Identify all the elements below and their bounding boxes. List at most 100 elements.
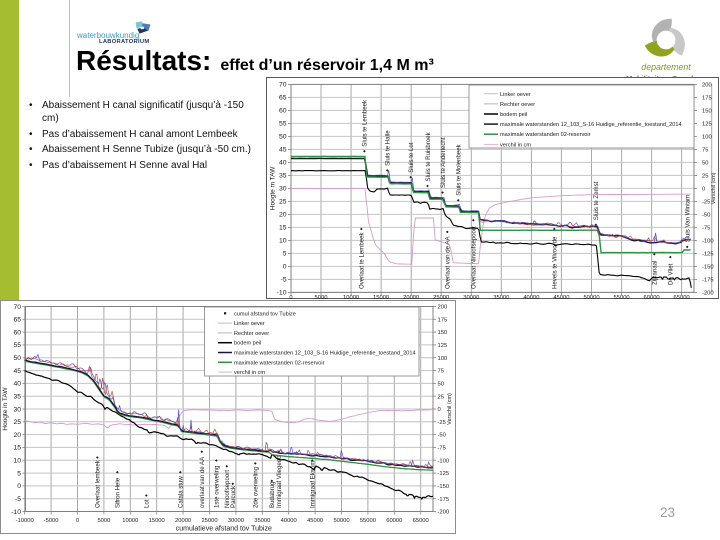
svg-text:175: 175 — [702, 96, 712, 102]
svg-text:-50: -50 — [702, 213, 710, 219]
svg-text:cumul afstand tov Tubize: cumul afstand tov Tubize — [234, 311, 296, 317]
svg-text:70: 70 — [279, 82, 287, 89]
svg-text:Hoogte in TAW: Hoogte in TAW — [2, 387, 9, 431]
svg-text:-10000: -10000 — [16, 518, 34, 524]
svg-text:175: 175 — [438, 317, 448, 323]
svg-text:55000: 55000 — [360, 518, 376, 524]
svg-text:5: 5 — [17, 470, 21, 477]
svg-text:-75: -75 — [702, 226, 710, 232]
svg-text:1ste overweling: 1ste overweling — [214, 466, 221, 508]
svg-text:Overlaat van de AA: Overlaat van de AA — [445, 236, 452, 289]
svg-text:-125: -125 — [438, 471, 450, 477]
svg-text:100: 100 — [438, 356, 448, 362]
svg-text:Parcuck: Parcuck — [230, 485, 237, 508]
svg-text:-175: -175 — [702, 278, 714, 284]
svg-text:-50: -50 — [438, 433, 446, 439]
svg-text:60: 60 — [279, 108, 287, 115]
svg-text:55: 55 — [279, 121, 287, 128]
svg-text:-150: -150 — [438, 484, 450, 490]
svg-text:-5: -5 — [15, 496, 21, 503]
svg-text:55000: 55000 — [614, 295, 630, 299]
svg-text:Overlaat Ninoofsepoort: Overlaat Ninoofsepoort — [471, 226, 478, 289]
svg-text:bodem peil: bodem peil — [500, 112, 527, 118]
svg-text:Immigraaf Vliegend: Immigraaf Vliegend — [276, 456, 283, 509]
svg-text:Sluis te Halle: Sluis te Halle — [385, 130, 392, 166]
svg-text:75: 75 — [702, 148, 708, 154]
svg-text:2de overweling: 2de overweling — [253, 467, 260, 508]
svg-text:70: 70 — [13, 304, 21, 311]
svg-text:Linker oever: Linker oever — [500, 92, 531, 98]
svg-text:60000: 60000 — [644, 295, 660, 299]
svg-text:10000: 10000 — [343, 295, 359, 299]
svg-text:Verschil (cm): Verschil (cm) — [447, 393, 453, 425]
svg-text:Sluis Van Wintam: Sluis Van Wintam — [685, 195, 692, 243]
svg-text:-200: -200 — [702, 291, 714, 297]
svg-text:40000: 40000 — [281, 518, 297, 524]
svg-text:100: 100 — [702, 135, 712, 141]
svg-text:-10: -10 — [11, 509, 21, 516]
svg-text:5000: 5000 — [315, 295, 328, 299]
svg-text:50000: 50000 — [333, 518, 349, 524]
svg-text:20: 20 — [13, 432, 21, 439]
svg-text:overlaat van de AA: overlaat van de AA — [199, 456, 206, 508]
svg-text:Overlaat lembeek: Overlaat lembeek — [95, 459, 102, 508]
svg-text:Linker oever: Linker oever — [234, 321, 265, 327]
svg-text:Hevels te Vilvoorde: Hevels te Vilvoorde — [552, 236, 559, 289]
svg-text:Sluis te Anderlecht: Sluis te Anderlecht — [440, 137, 447, 188]
svg-text:10000: 10000 — [122, 518, 138, 524]
svg-text:50: 50 — [13, 355, 21, 362]
svg-text:35000: 35000 — [254, 518, 270, 524]
svg-text:0: 0 — [283, 264, 287, 271]
svg-text:maximale waterstanden 02-reser: maximale waterstanden 02-reservoir — [234, 360, 325, 366]
svg-text:20000: 20000 — [175, 518, 191, 524]
svg-text:45: 45 — [13, 368, 21, 375]
svg-text:Sluis te Zemst: Sluis te Zemst — [593, 181, 600, 220]
svg-text:Rechter oever: Rechter oever — [234, 331, 269, 337]
svg-text:maximale waterstanden 12_103_S: maximale waterstanden 12_103_S-16 Huidig… — [234, 351, 416, 357]
svg-text:-25: -25 — [438, 420, 446, 426]
svg-text:De Vliet: De Vliet — [668, 263, 675, 285]
svg-text:35: 35 — [279, 173, 287, 180]
svg-text:Verschil (cm): Verschil (cm) — [711, 172, 717, 204]
svg-text:0: 0 — [438, 407, 441, 413]
svg-text:65000: 65000 — [674, 295, 690, 299]
svg-text:200: 200 — [702, 83, 712, 89]
svg-text:35: 35 — [13, 394, 21, 401]
svg-text:Lot: Lot — [144, 499, 151, 508]
svg-text:125: 125 — [438, 343, 448, 349]
svg-text:-25: -25 — [702, 200, 710, 206]
svg-text:40000: 40000 — [523, 295, 539, 299]
svg-text:40: 40 — [279, 160, 287, 167]
svg-text:150: 150 — [702, 109, 712, 115]
svg-text:-75: -75 — [438, 446, 446, 452]
svg-text:5: 5 — [283, 251, 287, 258]
svg-text:-100: -100 — [702, 239, 714, 245]
svg-text:0: 0 — [289, 295, 292, 299]
svg-text:Sluis te Lembeek: Sluis te Lembeek — [362, 99, 369, 147]
svg-text:cumulatieve afstand tov Tubiz: cumulatieve afstand tov Tubize — [176, 525, 272, 532]
svg-text:25: 25 — [702, 174, 708, 180]
svg-text:Zijkanaal: Zijkanaal — [652, 261, 659, 285]
svg-text:35000: 35000 — [493, 295, 509, 299]
svg-text:20: 20 — [279, 212, 287, 219]
svg-text:25: 25 — [13, 419, 21, 426]
svg-text:-10: -10 — [277, 290, 287, 297]
svg-text:150: 150 — [438, 330, 448, 336]
svg-text:60000: 60000 — [386, 518, 402, 524]
svg-text:maximale waterstanden 02-reser: maximale waterstanden 02-reservoir — [500, 132, 591, 138]
svg-text:maximale waterstanden 12_103_S: maximale waterstanden 12_103_S-16 Huidig… — [500, 122, 682, 128]
svg-text:-125: -125 — [702, 252, 714, 258]
svg-text:verchil in cm: verchil in cm — [234, 370, 265, 376]
svg-text:-5: -5 — [280, 277, 286, 284]
svg-text:65: 65 — [13, 317, 21, 324]
svg-text:40: 40 — [13, 381, 21, 388]
svg-text:-100: -100 — [438, 458, 450, 464]
svg-text:50000: 50000 — [583, 295, 599, 299]
svg-text:45000: 45000 — [553, 295, 569, 299]
svg-text:50: 50 — [279, 134, 287, 141]
svg-text:-200: -200 — [438, 510, 450, 516]
svg-text:-150: -150 — [702, 265, 714, 271]
svg-text:Sifron Hele: Sifron Hele — [115, 477, 122, 508]
svg-text:10: 10 — [279, 238, 287, 245]
svg-text:45000: 45000 — [307, 518, 323, 524]
